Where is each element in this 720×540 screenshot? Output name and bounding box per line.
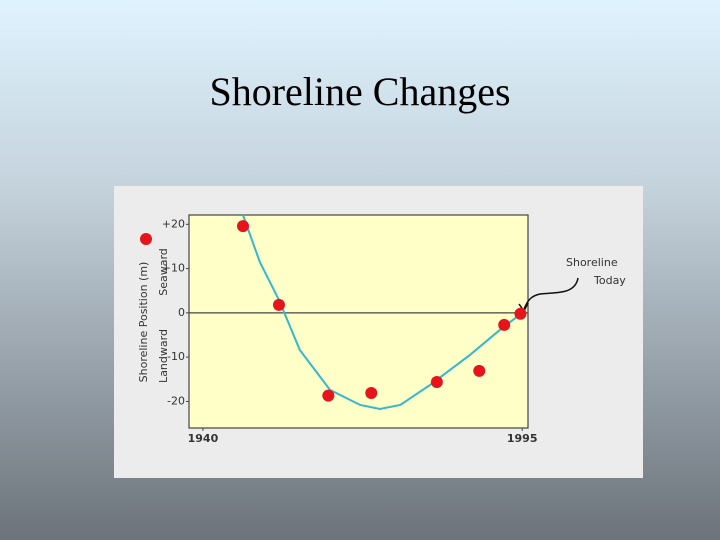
y-tick-label: +20 [162, 217, 185, 230]
annotation-arrow [523, 277, 579, 310]
annotation: Shoreline [566, 256, 618, 269]
data-point [514, 307, 527, 320]
landward-label: Landward [157, 329, 170, 383]
y-tick-label: 0 [178, 306, 185, 319]
x-tick-label: 1940 [188, 432, 219, 445]
y-tick-label: -10 [167, 350, 185, 363]
legend-marker [140, 233, 152, 245]
data-point [365, 387, 378, 400]
plot-area [188, 214, 529, 429]
data-point [236, 220, 249, 233]
x-tick-label: 1995 [507, 432, 538, 445]
seaward-label: Seaward [157, 248, 170, 296]
data-point [322, 389, 335, 402]
y-tick-label: +10 [162, 262, 185, 275]
annotation: Today [593, 274, 626, 287]
fit-curve [242, 214, 523, 410]
y-axis-label: Shoreline Position (m) [137, 262, 150, 383]
data-point [473, 364, 486, 377]
data-point [430, 375, 443, 388]
y-tick-label: -20 [167, 394, 185, 407]
slide-title: Shoreline Changes [209, 69, 510, 114]
data-point [272, 298, 285, 311]
data-point [498, 318, 511, 331]
